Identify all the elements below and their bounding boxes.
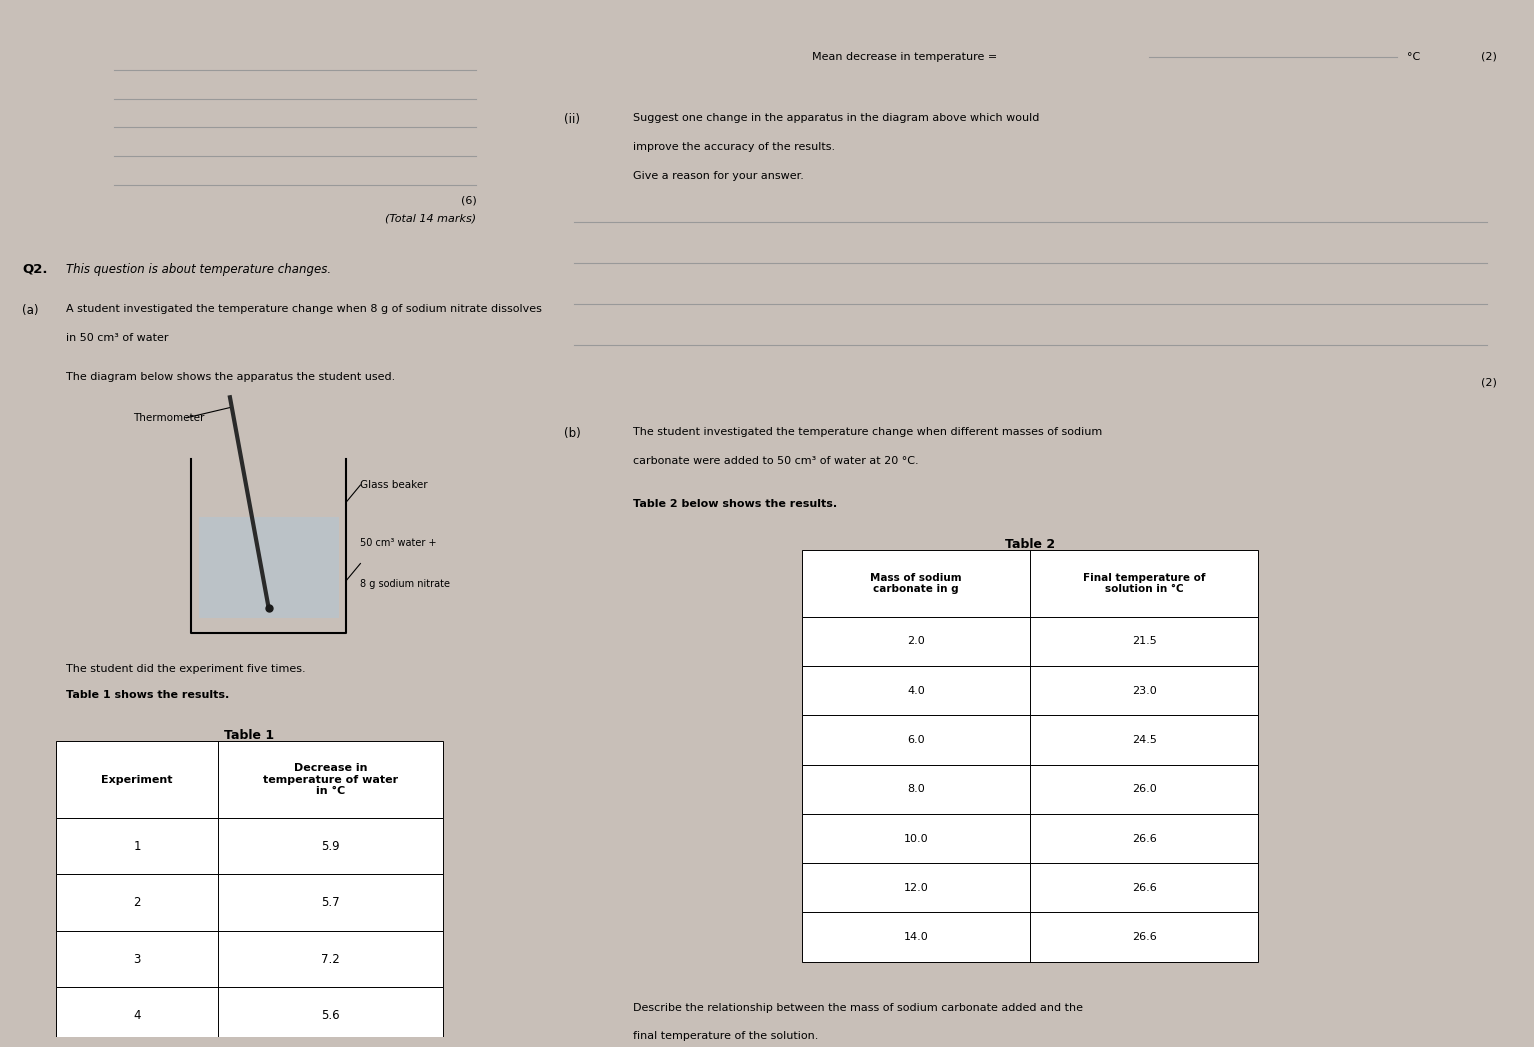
Text: This question is about temperature changes.: This question is about temperature chang… [66, 263, 331, 275]
Text: Table 1 shows the results.: Table 1 shows the results. [66, 690, 229, 699]
Text: Decrease in
temperature of water
in °C: Decrease in temperature of water in °C [262, 763, 397, 796]
Text: Give a reason for your answer.: Give a reason for your answer. [634, 171, 804, 180]
Text: 26.0: 26.0 [1132, 784, 1157, 795]
Text: in 50 cm³ of water: in 50 cm³ of water [66, 333, 169, 342]
Text: Suggest one change in the apparatus in the diagram above which would: Suggest one change in the apparatus in t… [634, 113, 1040, 124]
Text: 8.0: 8.0 [907, 784, 925, 795]
Text: carbonate were added to 50 cm³ of water at 20 °C.: carbonate were added to 50 cm³ of water … [634, 455, 919, 466]
Text: Experiment: Experiment [101, 775, 173, 784]
Bar [802, 764, 1258, 814]
Text: 24.5: 24.5 [1132, 735, 1157, 745]
Text: 2: 2 [133, 896, 141, 909]
Text: 5.9: 5.9 [321, 840, 339, 852]
Text: (b): (b) [563, 427, 580, 440]
Text: 26.6: 26.6 [1132, 932, 1157, 942]
Text: final temperature of the solution.: final temperature of the solution. [634, 1031, 819, 1042]
Bar [55, 931, 442, 987]
Text: 7.2: 7.2 [321, 953, 341, 965]
Text: (2): (2) [1480, 378, 1497, 387]
Text: Table 2: Table 2 [1005, 538, 1055, 551]
Text: The diagram below shows the apparatus the student used.: The diagram below shows the apparatus th… [66, 372, 394, 382]
Text: 26.6: 26.6 [1132, 833, 1157, 844]
Bar [802, 715, 1258, 764]
Text: (a): (a) [21, 304, 38, 317]
Text: 10.0: 10.0 [904, 833, 928, 844]
Text: Q2.: Q2. [21, 263, 48, 275]
Text: 8 g sodium nitrate: 8 g sodium nitrate [360, 579, 451, 589]
Text: 3: 3 [133, 953, 141, 965]
Text: (ii): (ii) [563, 113, 580, 126]
Text: (6): (6) [460, 195, 477, 205]
Text: Mean decrease in temperature =: Mean decrease in temperature = [811, 51, 997, 62]
Bar [802, 550, 1258, 617]
Bar [802, 863, 1258, 912]
Text: Thermometer: Thermometer [133, 413, 204, 423]
Text: 2.0: 2.0 [907, 637, 925, 646]
Text: Glass beaker: Glass beaker [360, 480, 428, 490]
Bar [198, 517, 339, 618]
Text: 5.6: 5.6 [321, 1009, 339, 1022]
Text: A student investigated the temperature change when 8 g of sodium nitrate dissolv: A student investigated the temperature c… [66, 304, 542, 314]
Text: Mass of sodium
carbonate in g: Mass of sodium carbonate in g [870, 573, 962, 595]
Text: 4: 4 [133, 1009, 141, 1022]
Text: 12.0: 12.0 [904, 883, 928, 893]
Text: 50 cm³ water +: 50 cm³ water + [360, 538, 437, 548]
Text: Describe the relationship between the mass of sodium carbonate added and the: Describe the relationship between the ma… [634, 1003, 1083, 1012]
Text: 23.0: 23.0 [1132, 686, 1157, 696]
Bar [55, 874, 442, 931]
Bar [802, 666, 1258, 715]
Text: (Total 14 marks): (Total 14 marks) [385, 214, 477, 224]
Text: Final temperature of
solution in °C: Final temperature of solution in °C [1083, 573, 1206, 595]
Text: 5.7: 5.7 [321, 896, 339, 909]
Text: 21.5: 21.5 [1132, 637, 1157, 646]
Text: Table 1: Table 1 [224, 729, 275, 741]
Text: improve the accuracy of the results.: improve the accuracy of the results. [634, 141, 834, 152]
Text: Table 2 below shows the results.: Table 2 below shows the results. [634, 498, 838, 509]
Text: 1: 1 [133, 840, 141, 852]
Bar [802, 912, 1258, 961]
Text: (2): (2) [1480, 51, 1497, 62]
Text: The student investigated the temperature change when different masses of sodium: The student investigated the temperature… [634, 427, 1103, 437]
Text: 6.0: 6.0 [907, 735, 925, 745]
Text: The student did the experiment five times.: The student did the experiment five time… [66, 664, 305, 674]
Bar [55, 818, 442, 874]
Bar [802, 617, 1258, 666]
Bar [55, 987, 442, 1044]
Text: 26.6: 26.6 [1132, 883, 1157, 893]
Text: 4.0: 4.0 [907, 686, 925, 696]
Bar [55, 741, 442, 818]
Bar [802, 814, 1258, 863]
Text: 14.0: 14.0 [904, 932, 928, 942]
Bar [55, 1044, 442, 1047]
Text: °C: °C [1407, 51, 1420, 62]
